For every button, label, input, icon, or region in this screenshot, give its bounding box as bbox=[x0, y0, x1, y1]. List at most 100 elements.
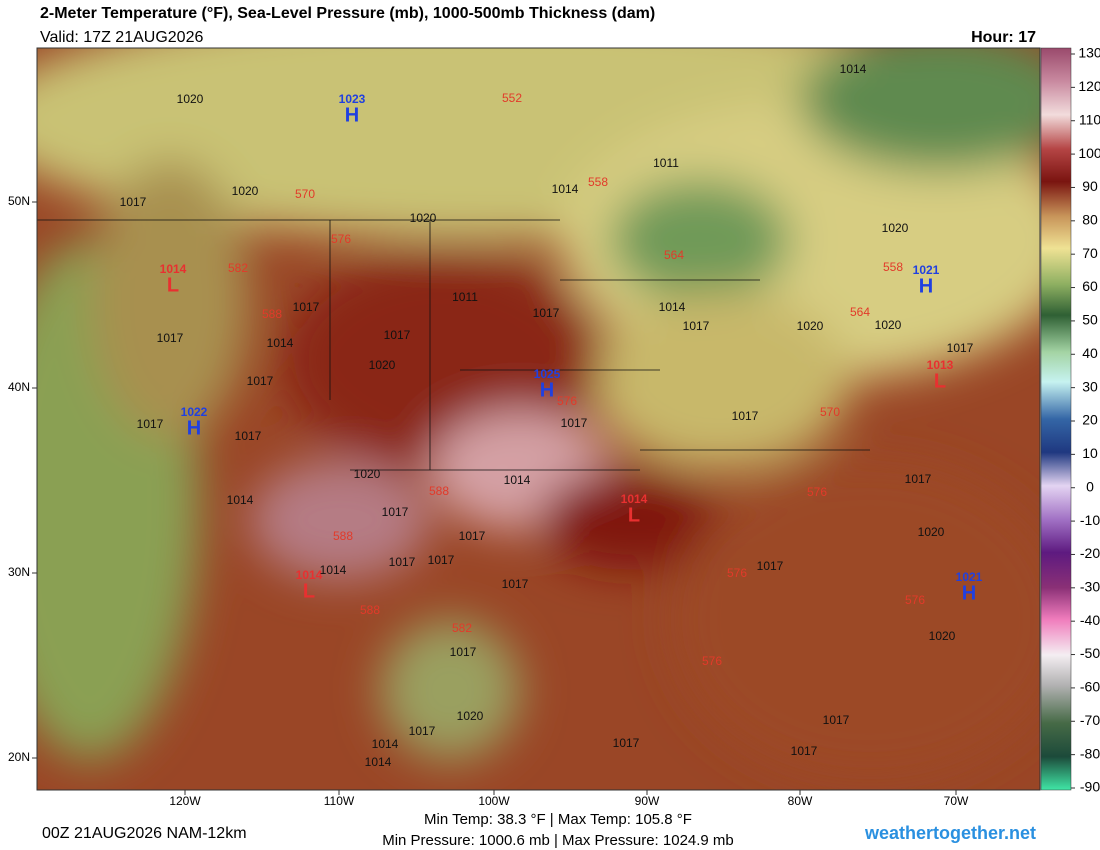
isobar-label: 1014 bbox=[320, 563, 347, 577]
colorbar-label: 130 bbox=[1078, 45, 1100, 61]
thickness-label: 558 bbox=[588, 175, 608, 189]
isobar-label: 1011 bbox=[653, 156, 679, 170]
longitude-label: 80W bbox=[788, 794, 813, 808]
isobar-label: 1014 bbox=[840, 62, 867, 76]
colorbar-label: 50 bbox=[1082, 312, 1098, 328]
center-symbol: H bbox=[345, 104, 359, 126]
isobar-label: 1017 bbox=[683, 319, 710, 333]
thickness-label: 582 bbox=[452, 621, 472, 635]
isobar-label: 1020 bbox=[354, 467, 381, 481]
isobar-label: 1020 bbox=[882, 221, 909, 235]
forecast-hour: Hour: 17 bbox=[971, 29, 1036, 46]
latitude-label: 50N bbox=[8, 194, 30, 208]
thickness-label: 570 bbox=[295, 187, 315, 201]
colorbar-label: -70 bbox=[1080, 712, 1100, 728]
colorbar-label: -20 bbox=[1080, 545, 1100, 561]
isobar-label: 1017 bbox=[450, 645, 477, 659]
isobar-label: 1017 bbox=[732, 409, 759, 423]
colorbar-label: -40 bbox=[1080, 612, 1100, 628]
colorbar-label: 20 bbox=[1082, 412, 1098, 428]
colorbar-label: 40 bbox=[1082, 345, 1098, 361]
isobar-label: 1017 bbox=[459, 529, 486, 543]
isobar-label: 1017 bbox=[947, 341, 974, 355]
isobar-label: 1017 bbox=[293, 300, 320, 314]
colorbar-label: -30 bbox=[1080, 579, 1100, 595]
colorbar-label: -10 bbox=[1080, 512, 1100, 528]
center-symbol: L bbox=[628, 504, 640, 526]
colorbar-label: 80 bbox=[1082, 212, 1098, 228]
thickness-label: 588 bbox=[262, 307, 282, 321]
isobar-label: 1017 bbox=[757, 559, 784, 573]
isobar-label: 1017 bbox=[157, 331, 184, 345]
colorbar-label: -60 bbox=[1080, 679, 1100, 695]
center-symbol: L bbox=[934, 370, 946, 392]
isobar-label: 1017 bbox=[384, 328, 411, 342]
thickness-label: 570 bbox=[820, 405, 840, 419]
colorbar-label: 0 bbox=[1086, 478, 1094, 494]
isobar-label: 1014 bbox=[267, 336, 294, 350]
title: 2-Meter Temperature (°F), Sea-Level Pres… bbox=[40, 5, 655, 22]
longitude-label: 70W bbox=[944, 794, 969, 808]
thickness-label: 588 bbox=[429, 484, 449, 498]
colorbar-label: 100 bbox=[1078, 145, 1100, 161]
longitude-label: 120W bbox=[169, 794, 201, 808]
thickness-label: 588 bbox=[333, 529, 353, 543]
center-pressure: 1021 bbox=[956, 570, 983, 584]
thickness-label: 582 bbox=[228, 261, 248, 275]
isobar-label: 1017 bbox=[120, 195, 147, 209]
isobar-label: 1014 bbox=[372, 737, 399, 751]
isobar-label: 1017 bbox=[409, 724, 436, 738]
isobar-label: 1017 bbox=[533, 306, 560, 320]
center-pressure: 1014 bbox=[296, 568, 323, 582]
center-pressure: 1013 bbox=[927, 358, 954, 372]
isobar-label: 1017 bbox=[791, 744, 818, 758]
center-pressure: 1021 bbox=[913, 263, 940, 277]
center-pressure: 1022 bbox=[181, 405, 208, 419]
center-pressure: 1014 bbox=[621, 492, 648, 506]
thickness-label: 576 bbox=[905, 593, 925, 607]
isobar-label: 1017 bbox=[382, 505, 409, 519]
isobar-label: 1017 bbox=[502, 577, 529, 591]
isobar-label: 1020 bbox=[457, 709, 484, 723]
isobar-label: 1020 bbox=[875, 318, 902, 332]
isobar-label: 1011 bbox=[452, 290, 478, 304]
valid-time: Valid: 17Z 21AUG2026 bbox=[40, 29, 203, 46]
isobar-label: 1017 bbox=[428, 553, 455, 567]
latitude-label: 30N bbox=[8, 565, 30, 579]
colorbar-label: 60 bbox=[1082, 278, 1098, 294]
isobar-label: 1014 bbox=[504, 473, 531, 487]
model-run: 00Z 21AUG2026 NAM-12km bbox=[42, 825, 247, 842]
temp-stats: Min Temp: 38.3 °F | Max Temp: 105.8 °F bbox=[424, 811, 692, 828]
thickness-label: 552 bbox=[502, 91, 522, 105]
center-symbol: H bbox=[919, 275, 933, 297]
latitude-label: 20N bbox=[8, 750, 30, 764]
isobar-label: 1020 bbox=[410, 211, 437, 225]
thickness-label: 576 bbox=[727, 566, 747, 580]
center-pressure: 1025 bbox=[534, 367, 561, 381]
colorbar-label: 90 bbox=[1082, 178, 1098, 194]
center-pressure: 1014 bbox=[160, 262, 187, 276]
map bbox=[37, 48, 1040, 790]
isobar-label: 1017 bbox=[561, 416, 588, 430]
colorbar-label: -80 bbox=[1080, 745, 1100, 761]
colorbar-label: 10 bbox=[1082, 445, 1098, 461]
colorbar-label: 30 bbox=[1082, 378, 1098, 394]
site-credit: weathertogether.net bbox=[864, 823, 1036, 843]
isobar-label: 1020 bbox=[177, 92, 204, 106]
latitude-label: 40N bbox=[8, 380, 30, 394]
isobar-label: 1020 bbox=[369, 358, 396, 372]
colorbar bbox=[1040, 47, 1072, 791]
center-symbol: H bbox=[187, 417, 201, 439]
thickness-label: 558 bbox=[883, 260, 903, 274]
isobar-label: 1017 bbox=[905, 472, 932, 486]
isobar-label: 1014 bbox=[552, 182, 579, 196]
isobar-label: 1017 bbox=[823, 713, 850, 727]
pressure-stats: Min Pressure: 1000.6 mb | Max Pressure: … bbox=[382, 832, 734, 849]
thickness-label: 576 bbox=[557, 394, 577, 408]
colorbar-label: 120 bbox=[1078, 78, 1100, 94]
isobar-label: 1014 bbox=[365, 755, 392, 769]
center-symbol: L bbox=[167, 274, 179, 296]
colorbar-label: 110 bbox=[1079, 111, 1100, 127]
isobar-label: 1014 bbox=[227, 493, 254, 507]
